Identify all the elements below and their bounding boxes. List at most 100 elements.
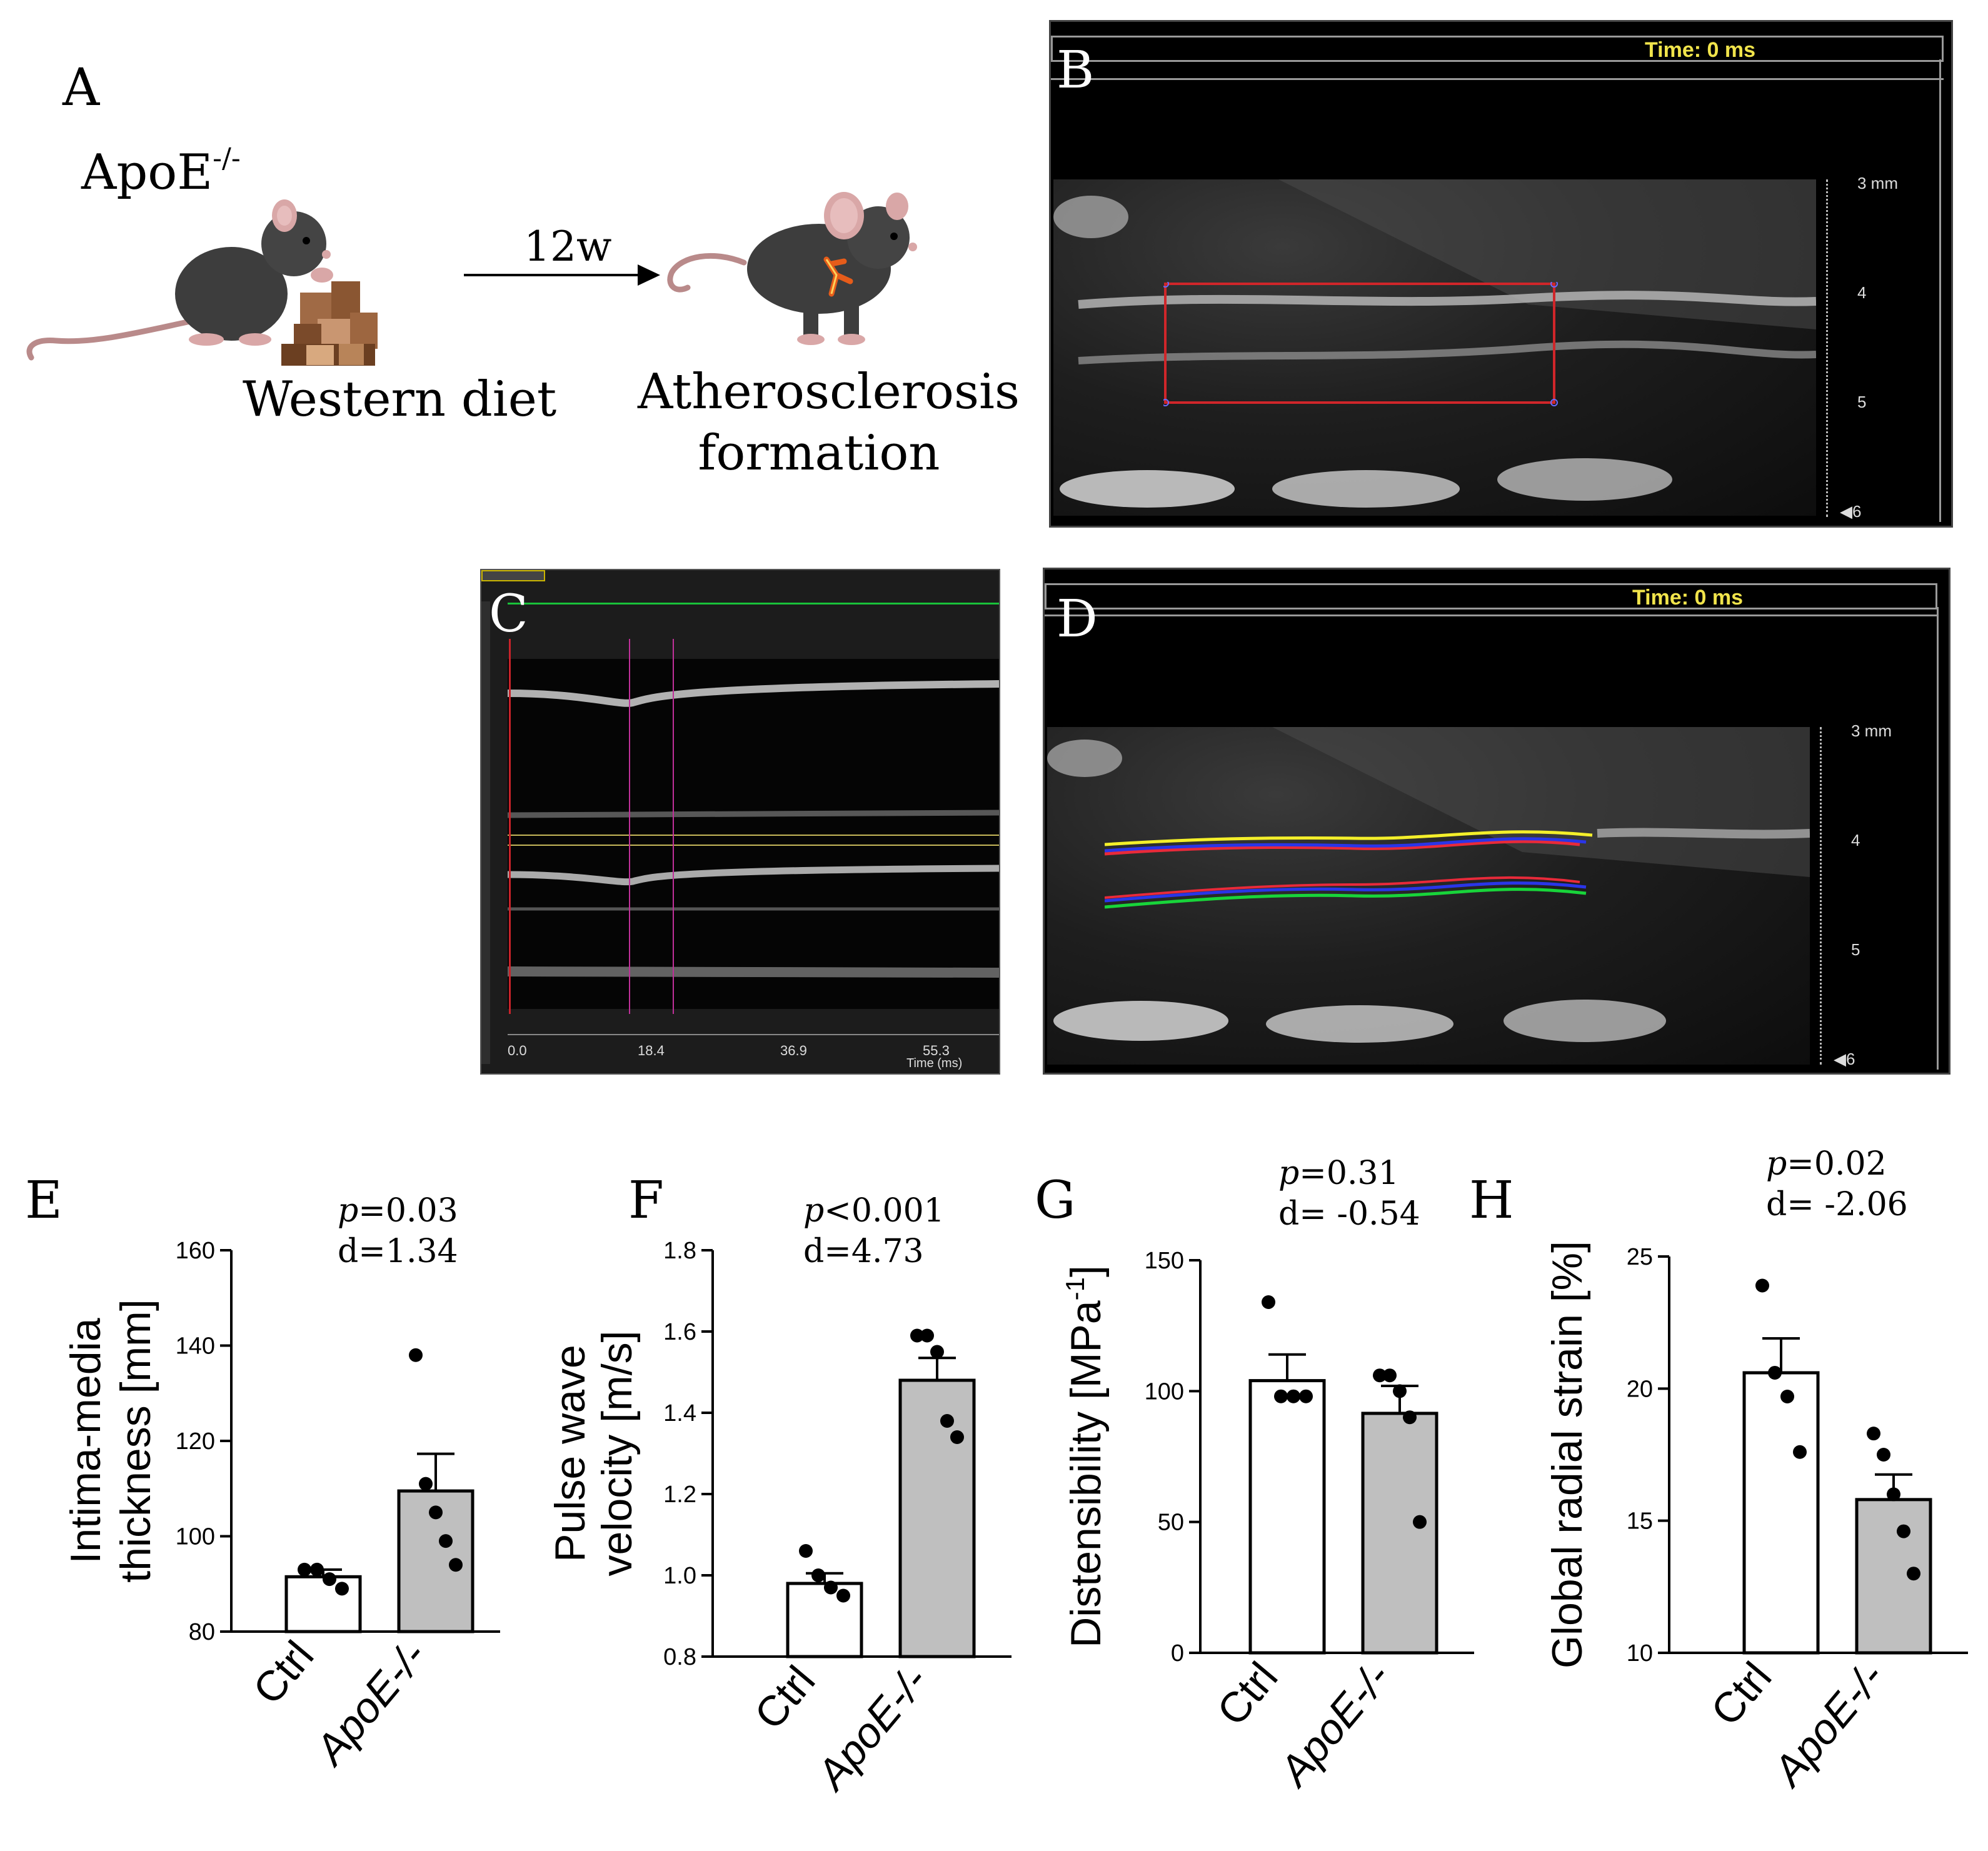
panel-f-y-tick-label: 1.6 (663, 1319, 696, 1345)
panel-f-bar-apoe (898, 1378, 976, 1658)
panel-c-mmode: 0.0 18.4 36.9 55.3 Time (ms) (480, 569, 1000, 1075)
panel-f-data-point-apoe (940, 1414, 954, 1428)
panel-g-bar-apoe (1361, 1412, 1438, 1655)
roi-box[interactable] (1163, 282, 1559, 407)
panel-g-y-axis-label-text: Distensibility [MPa (1062, 1300, 1110, 1648)
panel-f-data-point-ctrl (799, 1544, 813, 1558)
panel-h-data-point-apoe (1877, 1448, 1890, 1462)
panel-g-category-label-apoe: ApoE-/- (1269, 1653, 1400, 1797)
panel-d-depth-ruler (1820, 727, 1823, 1065)
panel-b-divider (1051, 78, 1944, 80)
panel-h-data-point-ctrl (1755, 1278, 1769, 1293)
panel-c-marker-1[interactable] (629, 639, 630, 1014)
panel-f-data-point-ctrl (824, 1580, 838, 1595)
panel-e-stats: p=0.03 d=1.34 (338, 1191, 458, 1272)
panel-g-d-value: d= -0.54 (1278, 1195, 1420, 1233)
panel-h-y-tick-label: 25 (1627, 1244, 1653, 1270)
panel-e-letter: E (25, 1171, 63, 1230)
panel-b-depth-tick: 3 mm (1857, 174, 1898, 193)
panel-f-category-label-ctrl: Ctrl (745, 1657, 824, 1738)
panel-g-data-point-ctrl (1299, 1389, 1313, 1403)
panel-g-data-point-ctrl (1262, 1295, 1275, 1309)
panel-h-y-tick-label: 10 (1627, 1640, 1653, 1667)
panel-e-y-tick-label: 140 (176, 1333, 215, 1360)
panel-g-data-point-apoe (1403, 1410, 1417, 1425)
panel-d-wall-tracking[interactable] (1105, 820, 1605, 926)
diet-label: Western diet (243, 371, 557, 428)
panel-c-wall-traces (508, 680, 999, 978)
panel-h-stats: p=0.02 d= -2.06 (1766, 1144, 1908, 1225)
panel-g-y-axis-label-sup: -1 (1060, 1277, 1090, 1300)
panel-c-time-tick: 0.0 (508, 1043, 527, 1058)
panel-c-cursor-line[interactable] (509, 639, 511, 1014)
panel-e-d-value: d=1.34 (338, 1233, 458, 1270)
panel-f-bar-ctrl (786, 1582, 863, 1658)
panel-d-right-border (1937, 607, 1939, 1070)
panel-g-stats: p=0.31 d= -0.54 (1278, 1153, 1420, 1235)
panel-h-d-value: d= -2.06 (1766, 1186, 1908, 1223)
panel-f-y-tick-label: 1.4 (663, 1400, 696, 1427)
panel-h-bar-ctrl (1742, 1371, 1820, 1655)
panel-b-depth-tick: 4 (1857, 283, 1867, 302)
panel-f-category-label-apoe: ApoE-/- (806, 1657, 937, 1800)
panel-f-p-value: p<0.001 (803, 1192, 945, 1230)
panel-f-d-value: d=4.73 (803, 1233, 924, 1270)
panel-h-data-point-apoe (1897, 1524, 1910, 1538)
panel-g-bar-ctrl (1248, 1379, 1326, 1655)
outcome-label: Atherosclerosis formation (638, 361, 1020, 484)
panel-f-stats: p<0.001 d=4.73 (803, 1191, 945, 1272)
panel-h-y-tick-label: 15 (1627, 1508, 1653, 1535)
panel-e-data-point-ctrl (310, 1562, 324, 1577)
panel-e-bar-ctrl (284, 1575, 362, 1633)
panel-h-data-point-apoe (1907, 1567, 1920, 1581)
panel-b-header-bar (1051, 36, 1944, 62)
panel-c-time-axis (508, 1034, 999, 1035)
panel-c-tab[interactable] (481, 570, 545, 581)
panel-f-data-point-apoe (920, 1328, 934, 1343)
duration-label: 12w (524, 223, 612, 271)
panel-c-left-strip (481, 601, 490, 1064)
panel-f-y-tick-label: 1.2 (663, 1482, 696, 1508)
panel-e-category-label-ctrl: Ctrl (244, 1632, 323, 1713)
panel-d-depth-tick: 5 (1851, 940, 1860, 959)
panel-f-y-tick-label: 1.8 (663, 1238, 696, 1264)
panel-b-right-border (1939, 59, 1941, 522)
panel-f-letter: F (628, 1171, 664, 1230)
panel-b-tissue-echo (1053, 179, 1816, 508)
panel-d-divider (1045, 614, 1937, 616)
panel-e-data-point-apoe (449, 1558, 463, 1572)
panel-h-p-value: p=0.02 (1766, 1145, 1887, 1183)
panel-e-y-axis-label-line2: thickness [mm] (112, 1299, 159, 1582)
panel-b-letter: B (1057, 41, 1095, 100)
panel-h-category-label-apoe: ApoE-/- (1763, 1653, 1894, 1797)
panel-b-depth-marker: ◀6 (1840, 502, 1862, 521)
panel-c-letter: C (489, 584, 528, 644)
panel-c-image-area (508, 659, 999, 1009)
panel-e-data-point-ctrl (335, 1582, 349, 1596)
panel-e-category-label-apoe: ApoE-/- (305, 1632, 436, 1775)
panel-h-letter: H (1469, 1171, 1514, 1230)
panel-g-y-tick-label: 50 (1158, 1510, 1184, 1536)
panel-h-y-axis-label-text: Global radial strain [%] (1544, 1241, 1591, 1668)
panel-b-depth-tick: 5 (1857, 393, 1867, 411)
panel-c-marker-2[interactable] (673, 639, 674, 1014)
atherosclerosis-mouse-icon (667, 192, 917, 345)
panel-b-time-label: Time: 0 ms (1645, 38, 1756, 62)
panel-g-y-tick-label: 150 (1145, 1248, 1184, 1274)
panel-f-data-point-ctrl (836, 1588, 850, 1603)
panel-g-data-point-apoe (1383, 1368, 1397, 1383)
panel-e-data-point-ctrl (323, 1572, 336, 1587)
panel-g-data-point-ctrl (1274, 1389, 1288, 1403)
apoe-mouse-eating-icon (26, 199, 378, 366)
panel-d-depth-marker: ◀6 (1834, 1050, 1855, 1068)
panel-f-data-point-apoe (910, 1328, 924, 1343)
panel-e-data-point-apoe (439, 1534, 453, 1548)
panel-b-depth-ruler (1826, 179, 1829, 517)
panel-e-y-tick-label: 120 (176, 1428, 215, 1455)
panel-g-p-value: p=0.31 (1278, 1155, 1399, 1192)
panel-c-green-line (508, 603, 999, 604)
panel-e-y-axis-label-line1: Intima-media (62, 1318, 109, 1563)
